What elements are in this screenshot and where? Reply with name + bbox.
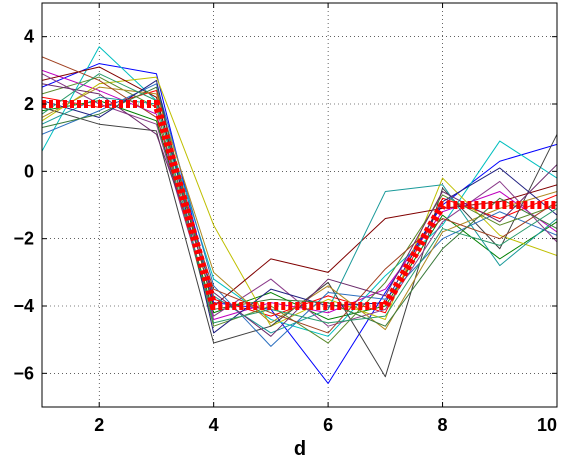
- series-line-13: [42, 86, 557, 331]
- x-tick-label: 4: [209, 415, 219, 435]
- series-line-4: [42, 46, 557, 337]
- y-tick-label: 0: [24, 161, 34, 181]
- y-tick-labels: 4 2 0 −2 −4 −6: [13, 27, 34, 384]
- mean-series-line: [42, 100, 557, 310]
- x-tick-label: 2: [94, 415, 104, 435]
- x-tick-labels: 2 4 6 8 10: [94, 415, 557, 435]
- x-tick-label: 8: [438, 415, 448, 435]
- series-line-18: [42, 73, 557, 324]
- y-tick-label: 2: [24, 94, 34, 114]
- series-line-15: [42, 56, 557, 334]
- x-tick-label: 10: [537, 415, 557, 435]
- x-tick-label: 6: [323, 415, 333, 435]
- y-tick-label: −6: [13, 363, 34, 383]
- y-tick-label: −2: [13, 229, 34, 249]
- plot-frame: [41, 2, 558, 408]
- grid-lines: [42, 3, 557, 407]
- x-axis-title: d: [294, 438, 306, 460]
- series-line-10: [42, 76, 557, 344]
- mean-series-layer: [42, 100, 557, 310]
- y-tick-label: 4: [24, 27, 34, 47]
- axis-ticks: [42, 3, 558, 407]
- y-tick-label: −4: [13, 296, 34, 316]
